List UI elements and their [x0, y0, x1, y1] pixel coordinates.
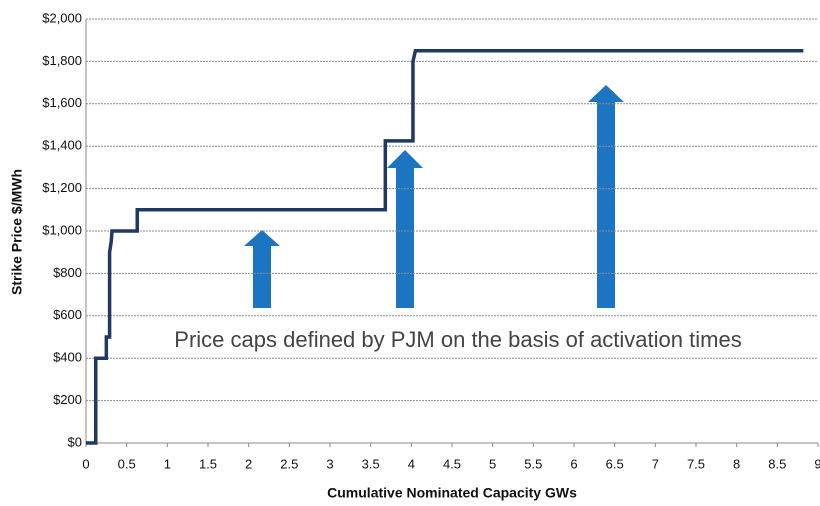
y-tick-label: $0 — [68, 434, 82, 449]
x-tick-label: 4 — [408, 456, 415, 471]
x-tick-label: 0 — [82, 456, 89, 471]
y-tick-label: $800 — [53, 265, 82, 280]
y-tick-label: $1,600 — [42, 95, 82, 110]
y-axis-label: Strike Price $/MWh — [9, 169, 25, 295]
y-tick-label: $1,000 — [42, 222, 82, 237]
x-tick-label: 6 — [570, 456, 577, 471]
arrows — [244, 85, 624, 308]
x-tick-label: 3 — [326, 456, 333, 471]
y-tick-label: $1,400 — [42, 138, 82, 153]
y-tick-label: $1,200 — [42, 180, 82, 195]
x-axis-label: Cumulative Nominated Capacity GWs — [327, 485, 577, 501]
x-tick-label: 7 — [652, 456, 659, 471]
x-tick-label: 3.5 — [362, 456, 380, 471]
y-tick-label: $400 — [53, 350, 82, 365]
arrow — [588, 85, 624, 308]
x-tick-label: 5 — [489, 456, 496, 471]
x-tick-label: 4.5 — [443, 456, 461, 471]
x-tick-label: 9 — [814, 456, 820, 471]
x-tick-label: 6.5 — [606, 456, 624, 471]
y-tick-label: $200 — [53, 392, 82, 407]
annotation: Price caps defined by PJM on the basis o… — [174, 327, 741, 352]
x-tick-label: 2.5 — [280, 456, 298, 471]
x-tick-label: 0.5 — [118, 456, 136, 471]
y-tick-label: $600 — [53, 307, 82, 322]
x-tick-label: 1 — [164, 456, 171, 471]
step-line — [86, 49, 804, 445]
x-tick-label: 7.5 — [687, 456, 705, 471]
x-tick-label: 8.5 — [768, 456, 786, 471]
x-tick-label: 8 — [733, 456, 740, 471]
x-tick-label: 5.5 — [524, 456, 542, 471]
y-tick-label: $2,000 — [42, 10, 82, 25]
x-tick-label: 2 — [245, 456, 252, 471]
arrow — [244, 230, 280, 308]
arrow — [387, 150, 423, 308]
x-tick-label: 1.5 — [199, 456, 217, 471]
y-tick-label: $1,800 — [42, 53, 82, 68]
